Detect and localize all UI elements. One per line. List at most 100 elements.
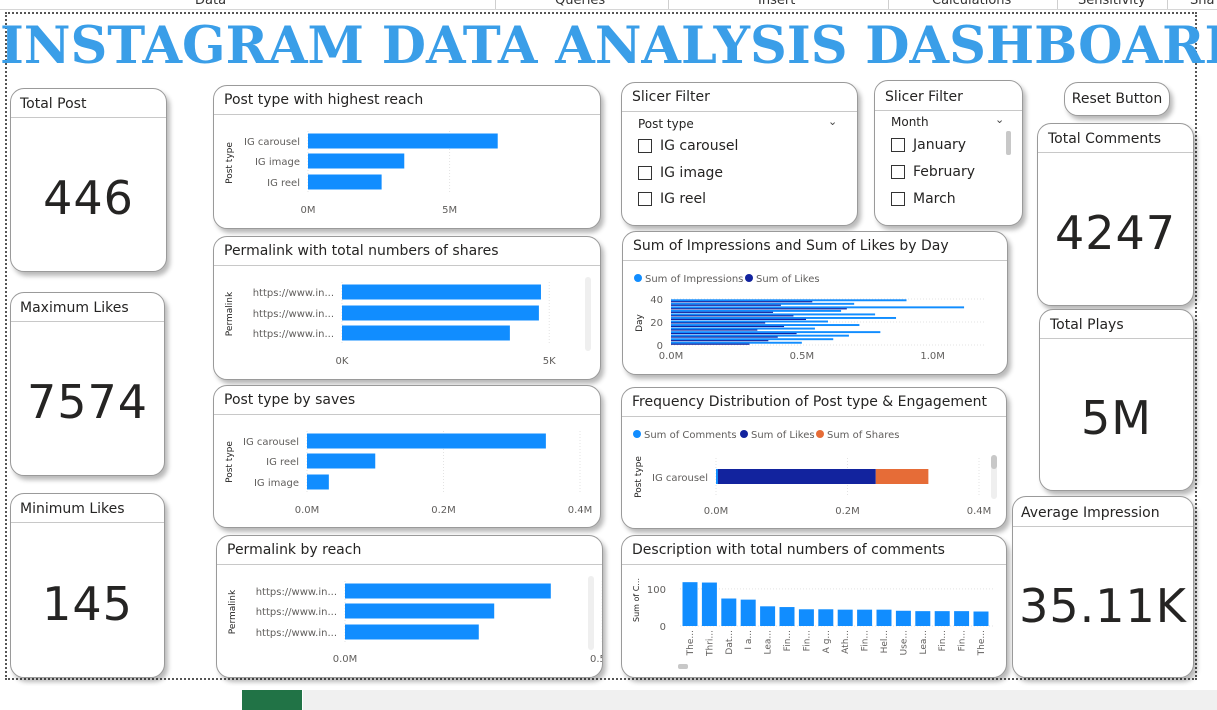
category-label: Thri... <box>705 630 715 657</box>
category-label: Ath... <box>841 630 851 654</box>
chart-card-saves-by-type[interactable]: Post type by saves 0.0M 0.2M 0.4M IG carous… <box>213 385 601 528</box>
chart-svg: Sum of Impressions Sum of Likes 0 20 40 0.0M 0… <box>634 274 985 362</box>
bar-likes <box>671 301 813 303</box>
bar <box>682 582 698 626</box>
scrollbar-thumb <box>678 664 688 669</box>
bar <box>308 174 382 190</box>
reset-button[interactable]: Reset Button <box>1064 82 1170 116</box>
ribbon-tab-calculations[interactable]: Calculations <box>932 0 1012 8</box>
kpi-total-plays-card[interactable]: Total Plays 5M <box>1039 309 1194 491</box>
checkbox[interactable] <box>891 165 905 179</box>
legend-marker <box>633 430 641 438</box>
bar-impressions <box>671 334 849 337</box>
chart-card-reach-by-permalink[interactable]: Permalink by reach 0.0M 0.5M https://www.i… <box>216 535 603 678</box>
divider <box>217 564 602 565</box>
bar-likes <box>671 304 781 306</box>
y-axis-title: Post type <box>225 142 235 184</box>
kpi-minimum-likes-card[interactable]: Minimum Likes 145 <box>10 493 165 678</box>
bar-impressions <box>671 316 897 319</box>
category-label: IG image <box>254 478 299 489</box>
scrollbar-thumb <box>991 455 997 469</box>
kpi-average-impression-card[interactable]: Average Impression 35.11K <box>1012 496 1194 678</box>
slicer-option-label: IG carousel <box>660 138 739 154</box>
kpi-total-comments-card[interactable]: Total Comments 4247 <box>1037 123 1194 306</box>
y-tick-label: 40 <box>650 295 663 306</box>
chart-title: Sum of Impressions and Sum of Likes by D… <box>633 238 949 254</box>
bar-likes <box>671 325 785 328</box>
chart-card-shares-by-permalink[interactable]: Permalink with total numbers of shares 0… <box>213 236 601 380</box>
scrollbar[interactable] <box>1006 131 1011 155</box>
ribbon-bar: Data Queries Insert Calculations Sensiti… <box>0 0 1217 10</box>
ribbon-tab-data[interactable]: Data <box>195 0 227 8</box>
x-tick-label: 0.2M <box>431 505 456 516</box>
kpi-total-post-card[interactable]: Total Post 446 <box>10 88 167 272</box>
kpi-label: Minimum Likes <box>20 501 125 517</box>
checkbox[interactable] <box>891 138 905 152</box>
y-axis-title: Sum of C... <box>632 578 641 622</box>
app-logo-icon <box>242 690 302 710</box>
x-tick-label: 0M <box>301 205 316 216</box>
y-axis-title: Day <box>635 313 645 331</box>
chevron-down-icon[interactable]: ⌄ <box>995 113 1005 126</box>
scrollbar-track <box>588 576 594 650</box>
slicer-option[interactable]: IG carousel <box>638 138 738 154</box>
divider <box>11 321 164 322</box>
ribbon-tab-queries[interactable]: Queries <box>555 0 606 8</box>
slicer-option[interactable]: January <box>891 137 966 153</box>
category-label: I a... <box>744 630 754 650</box>
bar <box>342 305 539 321</box>
x-tick-label: 0.0M <box>704 506 729 517</box>
kpi-label: Maximum Likes <box>20 300 129 316</box>
chart-card-post-type-engagement[interactable]: Frequency Distribution of Post type & En… <box>621 387 1007 529</box>
bar <box>740 599 756 626</box>
kpi-maximum-likes-card[interactable]: Maximum Likes 7574 <box>10 292 165 476</box>
divider <box>622 564 1006 565</box>
scrollbar-track <box>585 277 591 351</box>
ribbon-tab-share[interactable]: Sha <box>1190 0 1215 8</box>
checkbox[interactable] <box>638 192 652 206</box>
bar-impressions <box>671 324 860 327</box>
ribbon-separator <box>888 0 889 9</box>
ribbon-tab-insert[interactable]: Insert <box>758 0 796 8</box>
checkbox[interactable] <box>891 192 905 206</box>
legend-label: Sum of Comments <box>644 430 737 441</box>
slicer-option[interactable]: IG image <box>638 165 723 181</box>
y-axis-title: Post type <box>634 456 644 498</box>
chevron-down-icon[interactable]: ⌄ <box>828 115 838 128</box>
bar <box>973 611 989 626</box>
ribbon-tab-sensitivity[interactable]: Sensitivity <box>1078 0 1146 8</box>
slicer-post-type[interactable]: Slicer Filter Post type ⌄ IG carousel IG… <box>621 82 858 226</box>
chart-card-comments-by-description[interactable]: Description with total numbers of commen… <box>621 535 1007 678</box>
x-tick-label: 0.5M <box>790 351 815 362</box>
y-tick-label: 100 <box>647 585 666 596</box>
bar-impressions <box>671 306 965 309</box>
category-label: Use... <box>899 630 909 655</box>
x-tick-label: 0.4M <box>967 506 992 517</box>
slicer-month[interactable]: Slicer Filter Month ⌄ January February M… <box>874 80 1023 226</box>
chart-card-impressions-likes-by-day[interactable]: Sum of Impressions and Sum of Likes by D… <box>622 231 1008 375</box>
category-label: https://www.in... <box>256 607 337 618</box>
bar-likes <box>671 315 794 317</box>
bar-likes <box>671 340 769 342</box>
y-axis-title: Post type <box>225 441 235 483</box>
dashboard-title: INSTAGRAM DATA ANALYSIS DASHBOARD <box>0 16 1217 76</box>
bar <box>308 133 498 149</box>
slicer-option[interactable]: IG reel <box>638 191 706 207</box>
chart-svg: 0 100 The... Thri... Dat... I a... Lea... Fin..… <box>632 578 994 669</box>
chart-card-reach-by-type[interactable]: Post type with highest reach 0M 5M IG caro… <box>213 85 601 229</box>
slicer-option[interactable]: February <box>891 164 975 180</box>
bar-segment <box>717 469 876 484</box>
y-tick-label: 0 <box>657 341 663 352</box>
slicer-option[interactable]: March <box>891 191 956 207</box>
divider <box>622 111 857 112</box>
category-label: Lea... <box>764 630 774 655</box>
bar-impressions <box>671 302 855 305</box>
checkbox[interactable] <box>638 139 652 153</box>
chart-svg: Sum of Comments Sum of Likes Sum of Shares… <box>633 430 997 517</box>
checkbox[interactable] <box>638 166 652 180</box>
divider <box>214 414 600 415</box>
bar-likes <box>671 336 778 338</box>
chart-title: Frequency Distribution of Post type & En… <box>632 394 987 410</box>
bar <box>307 474 329 490</box>
bar-impressions <box>671 338 834 341</box>
